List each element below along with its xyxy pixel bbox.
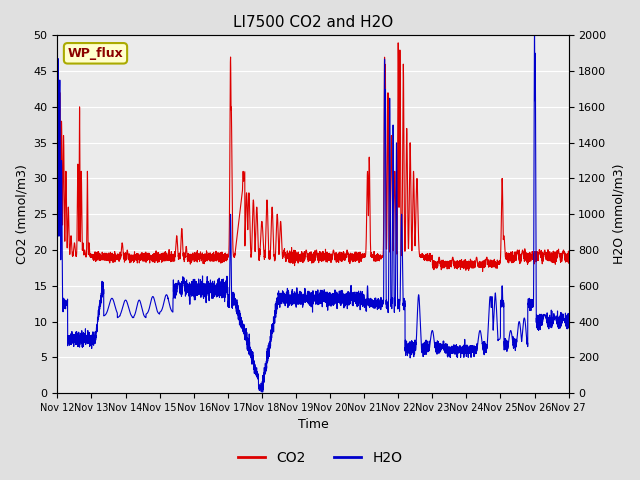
Text: WP_flux: WP_flux (68, 47, 124, 60)
Title: LI7500 CO2 and H2O: LI7500 CO2 and H2O (233, 15, 393, 30)
X-axis label: Time: Time (298, 419, 328, 432)
Y-axis label: CO2 (mmol/m3): CO2 (mmol/m3) (15, 164, 28, 264)
Legend: CO2, H2O: CO2, H2O (232, 445, 408, 471)
Y-axis label: H2O (mmol/m3): H2O (mmol/m3) (612, 164, 625, 264)
